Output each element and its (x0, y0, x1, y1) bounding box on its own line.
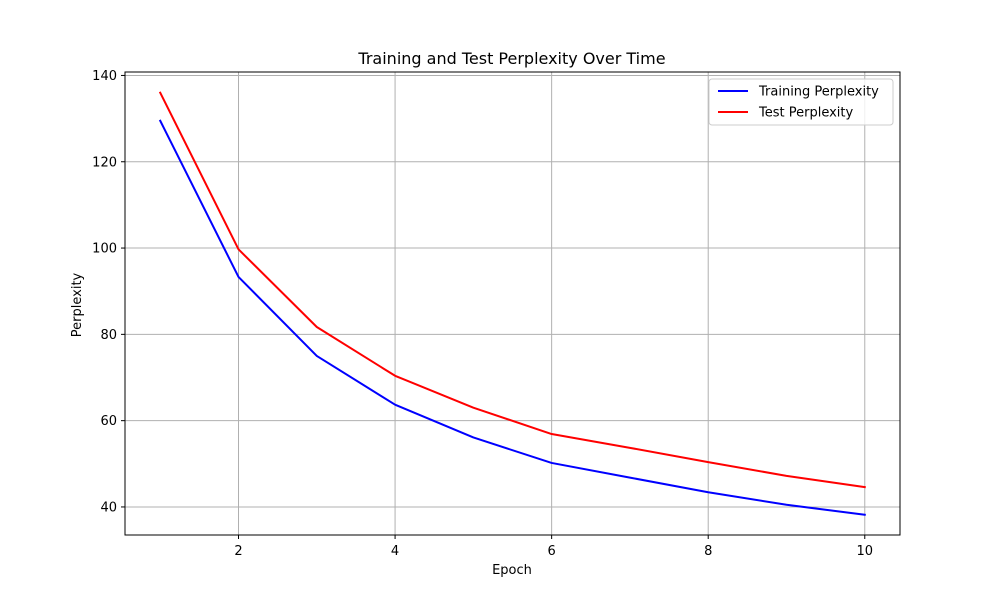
x-tick-label: 6 (548, 544, 556, 559)
axis-ticks: 2 4 6 8 10 40 60 80 100 120 140 (92, 69, 873, 559)
series-lines (158, 91, 866, 516)
y-tick-label: 40 (100, 500, 117, 515)
x-tick-label: 10 (856, 544, 873, 559)
x-tick-label: 2 (234, 544, 242, 559)
legend-label-test: Test Perplexity (758, 106, 853, 121)
x-tick-label: 8 (704, 544, 712, 559)
x-tick-label: 4 (391, 544, 399, 559)
y-tick-label: 60 (100, 414, 117, 429)
chart-title: Training and Test Perplexity Over Time (357, 49, 665, 68)
y-tick-label: 140 (92, 69, 117, 84)
legend: Training Perplexity Test Perplexity (708, 78, 894, 126)
plot-area-frame (124, 71, 901, 536)
x-axis-label: Epoch (492, 563, 532, 578)
y-tick-label: 100 (92, 242, 117, 257)
legend-label-training: Training Perplexity (758, 85, 879, 100)
y-tick-label: 80 (100, 328, 117, 343)
series-line-training-perplexity (158, 119, 866, 516)
grid (125, 72, 900, 535)
y-axis-label: Perplexity (70, 272, 85, 337)
series-line-test-perplexity (158, 91, 866, 489)
legend-frame (708, 78, 894, 126)
y-tick-label: 120 (92, 155, 117, 170)
